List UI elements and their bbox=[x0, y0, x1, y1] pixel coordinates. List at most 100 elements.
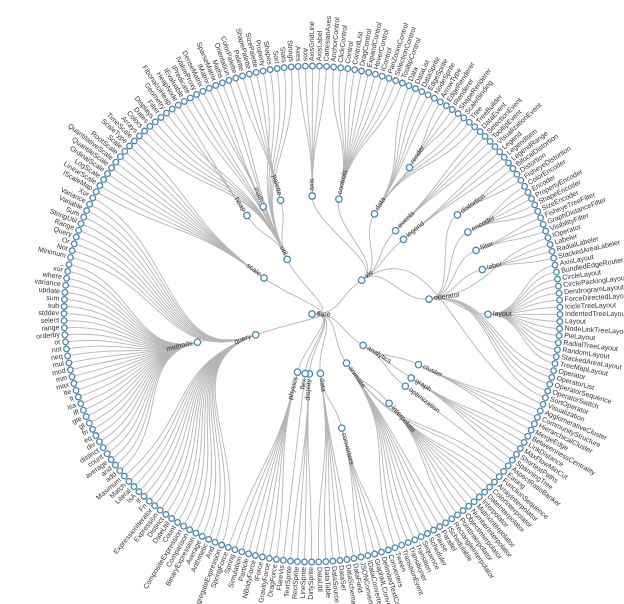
leaf-node-sub[interactable]: sub bbox=[48, 303, 68, 310]
leaf-node-icicle-tree-layout[interactable]: IcicleTreeLayout bbox=[556, 302, 616, 311]
leaf-node-neq[interactable]: neq bbox=[51, 352, 72, 362]
leaf-node-node[interactable]: _ bbox=[59, 259, 73, 268]
leaf-node-iforce[interactable]: IForce bbox=[254, 553, 266, 582]
branch-node-physics[interactable]: physics bbox=[287, 368, 302, 401]
leaf-node-div[interactable]: div bbox=[86, 438, 103, 452]
branch-node-vis[interactable]: vis bbox=[357, 269, 375, 285]
node-circle bbox=[448, 515, 456, 523]
leaf-node-min[interactable]: min bbox=[55, 373, 76, 384]
leaf-node-isa[interactable]: isa bbox=[67, 400, 85, 412]
leaf-node-xor[interactable]: Xor bbox=[77, 187, 97, 202]
node-circle bbox=[225, 76, 233, 84]
leaf-node-data-field[interactable]: DataField bbox=[350, 554, 363, 594]
leaf-node-axis-grid-line[interactable]: AxisGridLine bbox=[309, 21, 316, 70]
leaf-node-stats[interactable]: Stats bbox=[278, 46, 288, 72]
node-circle bbox=[140, 492, 148, 500]
leaf-node-axis-label[interactable]: AxisLabel bbox=[316, 30, 324, 70]
branch-node-layout[interactable]: layout bbox=[484, 310, 512, 319]
leaf-node-where[interactable]: where bbox=[41, 271, 71, 282]
branch-node-interpolate[interactable]: interpolate bbox=[385, 399, 417, 434]
leaf-node-axes[interactable]: Axes bbox=[294, 46, 302, 70]
leaf-node-gt[interactable]: gt bbox=[78, 419, 93, 431]
branch-node-flex[interactable]: flex bbox=[300, 369, 309, 390]
leaf-node-not[interactable]: not bbox=[51, 345, 70, 354]
branch-node-distortion[interactable]: distortion bbox=[453, 193, 487, 219]
leaf-node-control[interactable]: Control bbox=[344, 40, 355, 73]
node-circle bbox=[186, 526, 194, 534]
leaf-node-fn[interactable]: fn bbox=[81, 425, 96, 438]
leaf-node-node-link-tree-layout[interactable]: NodeLinkTreeLayout bbox=[556, 325, 624, 336]
leaf-node-update[interactable]: update bbox=[38, 287, 69, 296]
leaf-node-minimum[interactable]: Minimum bbox=[37, 246, 74, 261]
leaf-node-line-sprite[interactable]: LineSprite bbox=[300, 558, 308, 599]
leaf-node-click-control[interactable]: ClickControl bbox=[337, 24, 349, 72]
leaf-node-eq[interactable]: eq bbox=[83, 432, 100, 445]
leaf-node-lte[interactable]: lte bbox=[63, 386, 80, 398]
branch-node-util[interactable]: util bbox=[278, 245, 292, 264]
node-circle bbox=[556, 310, 564, 318]
leaf-node-mul[interactable]: mul bbox=[52, 359, 73, 370]
node-label: lt bbox=[69, 395, 75, 403]
node-circle bbox=[527, 426, 535, 434]
leaf-node-force-directed-layout[interactable]: ForceDirectedLayout bbox=[556, 293, 624, 304]
leaf-node-sum[interactable]: sum bbox=[46, 295, 68, 303]
leaf-node-range[interactable]: range bbox=[41, 324, 68, 333]
node-label: animate bbox=[347, 365, 367, 389]
branch-node-analytics[interactable]: analytics bbox=[359, 341, 393, 366]
leaf-node-select[interactable]: select bbox=[41, 317, 68, 325]
leaf-node-data-source[interactable]: DataSource bbox=[329, 557, 340, 603]
leaf-node-data-util[interactable]: DataUtil bbox=[315, 558, 323, 592]
leaf-node-mod[interactable]: mod bbox=[51, 366, 74, 377]
branch-node-cluster[interactable]: cluster bbox=[414, 360, 444, 380]
leaf-node-strings[interactable]: Strings bbox=[285, 40, 295, 71]
branch-node-scale[interactable]: scale bbox=[245, 262, 268, 282]
leaf-node-data-set[interactable]: DataSet bbox=[336, 556, 347, 591]
leaf-node-anchor-control[interactable]: AnchorControl bbox=[330, 17, 342, 71]
leaf-node-max[interactable]: max bbox=[55, 380, 78, 392]
leaf-node-variance[interactable]: variance bbox=[34, 278, 70, 289]
branch-node-filter[interactable]: filter bbox=[472, 240, 495, 255]
leaf-node-pie-layout[interactable]: PieLayout bbox=[555, 332, 595, 343]
leaf-node-rect-sprite[interactable]: RectSprite bbox=[292, 558, 301, 600]
leaf-node-and[interactable]: And bbox=[205, 538, 219, 560]
leaf-node-sort[interactable]: Sort bbox=[271, 50, 281, 72]
branch-node-flare[interactable]: flare bbox=[308, 310, 331, 319]
branch-node-methods[interactable]: methods bbox=[166, 338, 202, 353]
leaf-node-text-sprite[interactable]: TextSprite bbox=[284, 557, 294, 597]
node-circle bbox=[258, 553, 266, 561]
leaf-node-or[interactable]: or bbox=[54, 338, 70, 347]
leaf-node-if[interactable]: If bbox=[135, 492, 148, 506]
leaf-node-cartesian-axes[interactable]: CartesianAxes bbox=[323, 15, 333, 70]
leaf-node-orderby[interactable]: orderby bbox=[36, 331, 69, 341]
leaf-node-stddev[interactable]: stddev bbox=[38, 310, 68, 317]
leaf-node-shapes[interactable]: Shapes bbox=[262, 41, 274, 74]
branch-node-converters[interactable]: converters bbox=[337, 424, 355, 466]
branch-node-operator[interactable]: operator bbox=[425, 292, 461, 303]
branch-node-encoder[interactable]: encoder bbox=[463, 215, 497, 236]
node-circle bbox=[454, 511, 461, 519]
leaf-node-data-table[interactable]: DataTable bbox=[322, 558, 332, 599]
leaf-node-not[interactable]: Not bbox=[56, 243, 76, 255]
leaf-node-gte[interactable]: gte bbox=[71, 413, 90, 426]
leaf-node-xor[interactable]: xor bbox=[53, 265, 72, 275]
branch-node-heap[interactable]: heap bbox=[233, 196, 251, 220]
branch-node-axis[interactable]: axis bbox=[308, 178, 317, 200]
leaf-node-lt[interactable]: lt bbox=[69, 393, 82, 403]
branch-node-query[interactable]: query bbox=[233, 331, 260, 346]
leaf-node-axis[interactable]: Axis bbox=[301, 48, 309, 70]
branch-node-label[interactable]: label bbox=[478, 261, 503, 274]
branch-node-controls[interactable]: controls bbox=[335, 169, 349, 203]
leaf-node-dirty-sprite[interactable]: DirtySprite bbox=[308, 558, 315, 600]
branch-node-data[interactable]: data bbox=[370, 196, 387, 218]
node-circle bbox=[79, 406, 87, 414]
leaf-node-indented-tree-layout[interactable]: IndentedTreeLayout bbox=[556, 310, 624, 318]
leaf-node-flare-vis[interactable]: FlareVis bbox=[276, 556, 287, 592]
branch-node-data[interactable]: data bbox=[316, 369, 327, 392]
leaf-node-or[interactable]: Or bbox=[61, 237, 78, 248]
leaf-node-layout[interactable]: Layout bbox=[556, 318, 586, 326]
leaf-node-iff[interactable]: iff bbox=[73, 406, 87, 417]
leaf-node-fn[interactable]: Fn bbox=[138, 497, 153, 513]
leaf-node-drag-force[interactable]: DragForce bbox=[267, 555, 280, 598]
node-circle bbox=[491, 143, 499, 151]
branch-node-animate[interactable]: animate bbox=[342, 359, 367, 390]
